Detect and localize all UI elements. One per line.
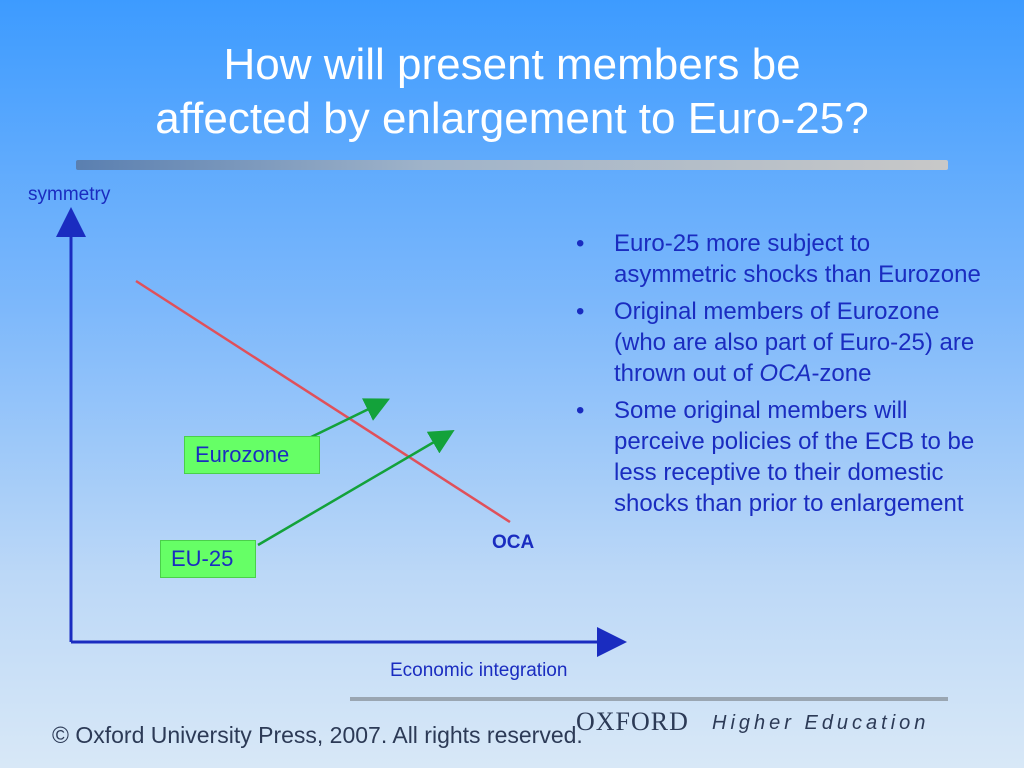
- eurozone-box: Eurozone: [184, 436, 320, 474]
- bullet-item: Some original members will perceive poli…: [576, 395, 996, 519]
- oca-line-label: OCA: [492, 532, 535, 553]
- y-axis-label: symmetry: [28, 184, 111, 205]
- footer-divider: [350, 697, 948, 701]
- title-line-1: How will present members be: [223, 40, 801, 89]
- oxford-logo: OXFORD: [576, 707, 689, 736]
- bullet-item: Euro-25 more subject to asymmetric shock…: [576, 228, 996, 290]
- oca-line: [135, 279, 511, 524]
- copyright-text: © Oxford University Press, 2007. All rig…: [52, 722, 583, 748]
- eurozone-arrow: [304, 398, 390, 442]
- bullet-item: Original members of Eurozone (who are al…: [576, 296, 996, 389]
- higher-education-text: Higher Education: [712, 712, 930, 734]
- bullet-list: Euro-25 more subject to asymmetric shock…: [576, 228, 996, 525]
- x-axis-label: Economic integration: [390, 660, 568, 681]
- title-line-2: affected by enlargement to Euro-25?: [155, 94, 869, 143]
- title-divider: [76, 160, 948, 170]
- eu25-box: EU-25: [160, 540, 256, 578]
- slide-title: How will present members be affected by …: [0, 38, 1024, 146]
- eu25-arrow: [257, 429, 455, 547]
